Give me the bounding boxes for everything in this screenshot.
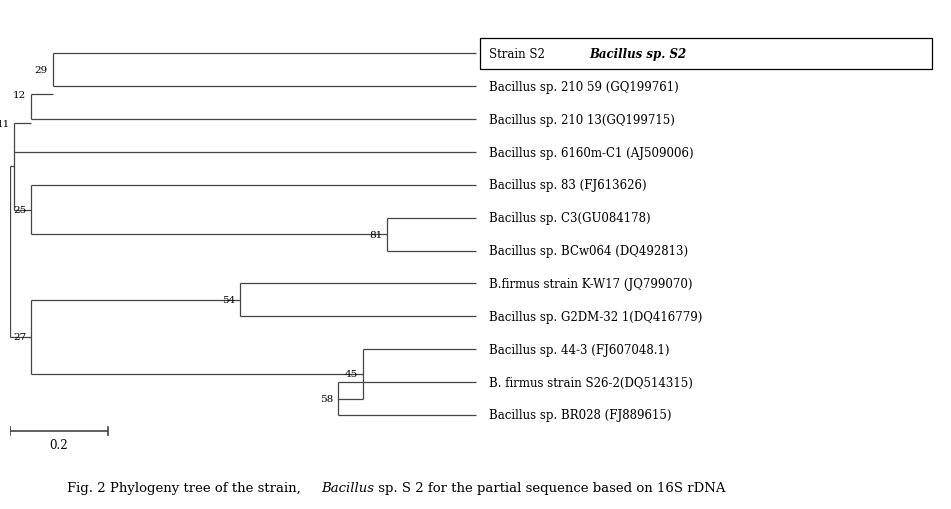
Text: Bacillus sp. S2: Bacillus sp. S2 [590,48,687,61]
Text: Bacillus sp. BR028 (FJ889615): Bacillus sp. BR028 (FJ889615) [490,409,672,421]
Text: Bacillus sp. 83 (FJ613626): Bacillus sp. 83 (FJ613626) [490,179,647,192]
Text: 0.2: 0.2 [49,438,68,451]
Text: Fig. 2 Phylogeny tree of the strain,: Fig. 2 Phylogeny tree of the strain, [67,481,304,494]
Text: Bacillus sp. C3(GU084178): Bacillus sp. C3(GU084178) [490,212,651,225]
Text: Bacillus sp. G2DM-32 1(DQ416779): Bacillus sp. G2DM-32 1(DQ416779) [490,310,703,323]
Text: Bacillus sp. 210 13(GQ199715): Bacillus sp. 210 13(GQ199715) [490,114,675,126]
Text: 81: 81 [369,230,382,239]
Text: 58: 58 [320,394,334,403]
Text: Bacillus: Bacillus [321,481,375,494]
Text: B. firmus strain S26-2(DQ514315): B. firmus strain S26-2(DQ514315) [490,376,693,389]
Text: 54: 54 [223,296,236,305]
Text: Bacillus sp. 6160m-C1 (AJ509006): Bacillus sp. 6160m-C1 (AJ509006) [490,146,694,159]
Text: 29: 29 [35,66,48,75]
Text: Bacillus sp. BCw064 (DQ492813): Bacillus sp. BCw064 (DQ492813) [490,245,689,258]
Text: sp. S 2 for the partial sequence based on 16S rDNA: sp. S 2 for the partial sequence based o… [374,481,726,494]
Text: 25: 25 [13,206,27,215]
Text: 27: 27 [13,333,27,342]
Text: 11: 11 [0,120,10,128]
Text: B.firmus strain K-W17 (JQ799070): B.firmus strain K-W17 (JQ799070) [490,277,693,291]
Text: Bacillus sp. 210 59 (GQ199761): Bacillus sp. 210 59 (GQ199761) [490,80,679,94]
Text: Strain S2: Strain S2 [490,48,553,61]
Text: 12: 12 [13,91,27,100]
Text: Bacillus sp. 44-3 (FJ607048.1): Bacillus sp. 44-3 (FJ607048.1) [490,343,670,356]
Text: 45: 45 [345,370,358,379]
FancyBboxPatch shape [480,39,932,70]
